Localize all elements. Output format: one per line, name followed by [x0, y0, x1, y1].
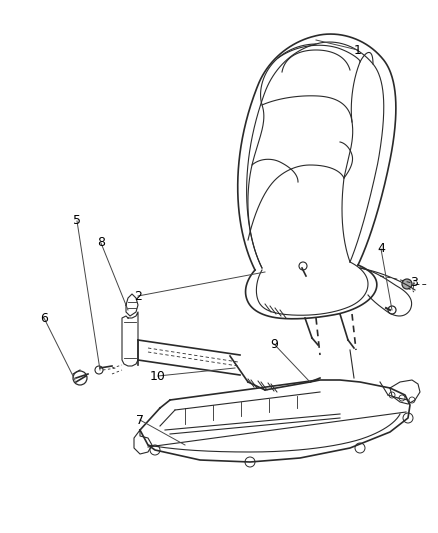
Text: 2: 2: [134, 289, 142, 303]
Text: 8: 8: [97, 237, 105, 249]
Text: 4: 4: [377, 243, 385, 255]
Text: 3: 3: [410, 276, 418, 288]
Text: 10: 10: [150, 369, 166, 383]
Circle shape: [402, 279, 412, 289]
Text: 7: 7: [136, 414, 144, 426]
Text: 5: 5: [73, 214, 81, 228]
Text: 1: 1: [354, 44, 362, 56]
Text: 6: 6: [40, 311, 48, 325]
Text: 9: 9: [270, 337, 278, 351]
